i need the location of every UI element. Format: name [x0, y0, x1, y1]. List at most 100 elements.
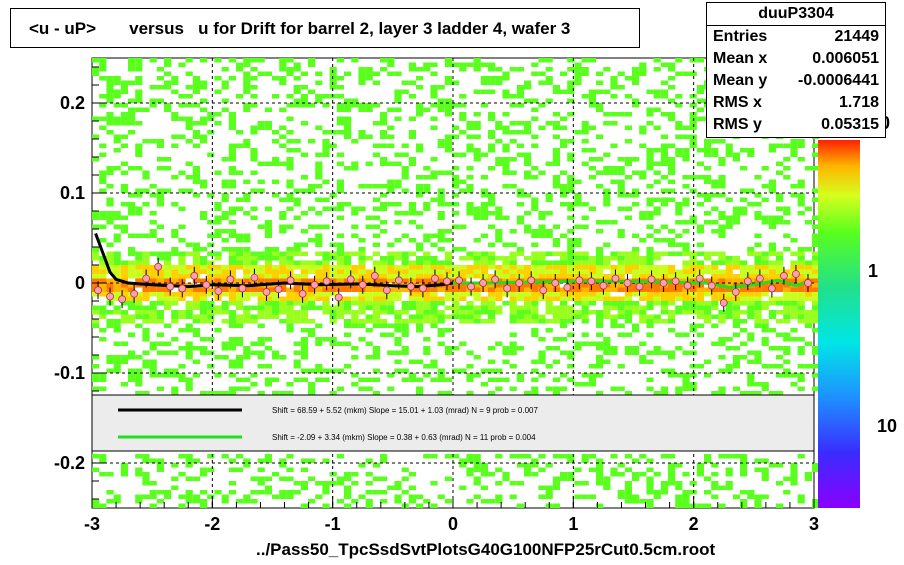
- heatmap-cell: [646, 319, 654, 324]
- heatmap-cell: [185, 121, 193, 126]
- heatmap-cell: [812, 278, 820, 283]
- heatmap-cell: [488, 112, 496, 117]
- heatmap-cell: [106, 76, 114, 81]
- heatmap-cell: [228, 386, 236, 391]
- heatmap-cell: [704, 490, 712, 495]
- heatmap-cell: [660, 62, 668, 67]
- heatmap-cell: [754, 269, 762, 274]
- heatmap-cell: [682, 296, 690, 301]
- heatmap-cell: [300, 242, 308, 247]
- heatmap-cell: [560, 265, 568, 270]
- heatmap-cell: [423, 233, 431, 238]
- heatmap-cell: [524, 121, 532, 126]
- heatmap-cell: [164, 62, 172, 67]
- heatmap-cell: [293, 283, 301, 288]
- heatmap-cell: [416, 265, 424, 270]
- heatmap-cell: [552, 292, 560, 297]
- heatmap-cell: [408, 161, 416, 166]
- heatmap-cell: [286, 94, 294, 99]
- heatmap-cell: [466, 166, 474, 171]
- heatmap-cell: [120, 301, 128, 306]
- heatmap-cell: [761, 323, 769, 328]
- heatmap-cell: [178, 224, 186, 229]
- heatmap-cell: [185, 139, 193, 144]
- heatmap-cell: [408, 292, 416, 297]
- heatmap-cell: [329, 391, 337, 396]
- heatmap-cell: [300, 355, 308, 360]
- heatmap-cell: [783, 278, 791, 283]
- heatmap-cell: [401, 269, 409, 274]
- heatmap-cell: [596, 391, 604, 396]
- heatmap-cell: [509, 130, 517, 135]
- heatmap-cell: [668, 238, 676, 243]
- heatmap-cell: [250, 251, 258, 256]
- heatmap-cell: [768, 364, 776, 369]
- heatmap-cell: [783, 314, 791, 319]
- heatmap-cell: [588, 265, 596, 270]
- heatmap-cell: [365, 386, 373, 391]
- heatmap-cell: [560, 386, 568, 391]
- heatmap-cell: [128, 67, 136, 72]
- heatmap-cell: [704, 292, 712, 297]
- heatmap-cell: [192, 251, 200, 256]
- heatmap-cell: [279, 58, 287, 63]
- heatmap-cell: [394, 310, 402, 315]
- heatmap-cell: [293, 490, 301, 495]
- heatmap-cell: [380, 143, 388, 148]
- heatmap-cell: [164, 58, 172, 63]
- heatmap-cell: [812, 283, 820, 288]
- heatmap-cell: [192, 458, 200, 463]
- heatmap-cell: [264, 269, 272, 274]
- heatmap-cell: [243, 314, 251, 319]
- heatmap-cell: [509, 494, 517, 499]
- heatmap-cell: [106, 184, 114, 189]
- heatmap-cell: [452, 175, 460, 180]
- heatmap-cell: [740, 166, 748, 171]
- heatmap-cell: [776, 269, 784, 274]
- heatmap-cell: [624, 269, 632, 274]
- heatmap-cell: [178, 494, 186, 499]
- heatmap-cell: [812, 215, 820, 220]
- heatmap-cell: [495, 161, 503, 166]
- heatmap-cell: [408, 359, 416, 364]
- heatmap-cell: [106, 355, 114, 360]
- heatmap-cell: [329, 310, 337, 315]
- heatmap-cell: [236, 319, 244, 324]
- heatmap-cell: [351, 161, 359, 166]
- heatmap-cell: [502, 377, 510, 382]
- x-tick-label: -2: [204, 514, 220, 534]
- heatmap-cell: [236, 143, 244, 148]
- heatmap-cell: [401, 350, 409, 355]
- heatmap-cell: [754, 287, 762, 292]
- heatmap-cell: [668, 292, 676, 297]
- heatmap-cell: [718, 310, 726, 315]
- profile-point: [671, 277, 680, 286]
- heatmap-cell: [524, 125, 532, 130]
- heatmap-cell: [387, 373, 395, 378]
- heatmap-cell: [106, 472, 114, 477]
- y-tick-label: -0.2: [54, 453, 85, 473]
- heatmap-cell: [351, 269, 359, 274]
- x-tick-label: 3: [809, 514, 819, 534]
- heatmap-cell: [207, 494, 215, 499]
- heatmap-cell: [250, 148, 258, 153]
- heatmap-cell: [624, 391, 632, 396]
- heatmap-cell: [596, 314, 604, 319]
- heatmap-cell: [372, 71, 380, 76]
- heatmap-cell: [243, 211, 251, 216]
- heatmap-cell: [452, 184, 460, 189]
- heatmap-cell: [293, 274, 301, 279]
- heatmap-cell: [279, 355, 287, 360]
- heatmap-cell: [732, 157, 740, 162]
- heatmap-cell: [488, 260, 496, 265]
- heatmap-cell: [689, 287, 697, 292]
- heatmap-cell: [135, 373, 143, 378]
- heatmap-cell: [696, 305, 704, 310]
- heatmap-cell: [257, 269, 265, 274]
- heatmap-cell: [603, 256, 611, 261]
- x-tick-label: 0: [448, 514, 458, 534]
- heatmap-cell: [473, 269, 481, 274]
- heatmap-cell: [380, 202, 388, 207]
- heatmap-cell: [272, 391, 280, 396]
- heatmap-cell: [646, 296, 654, 301]
